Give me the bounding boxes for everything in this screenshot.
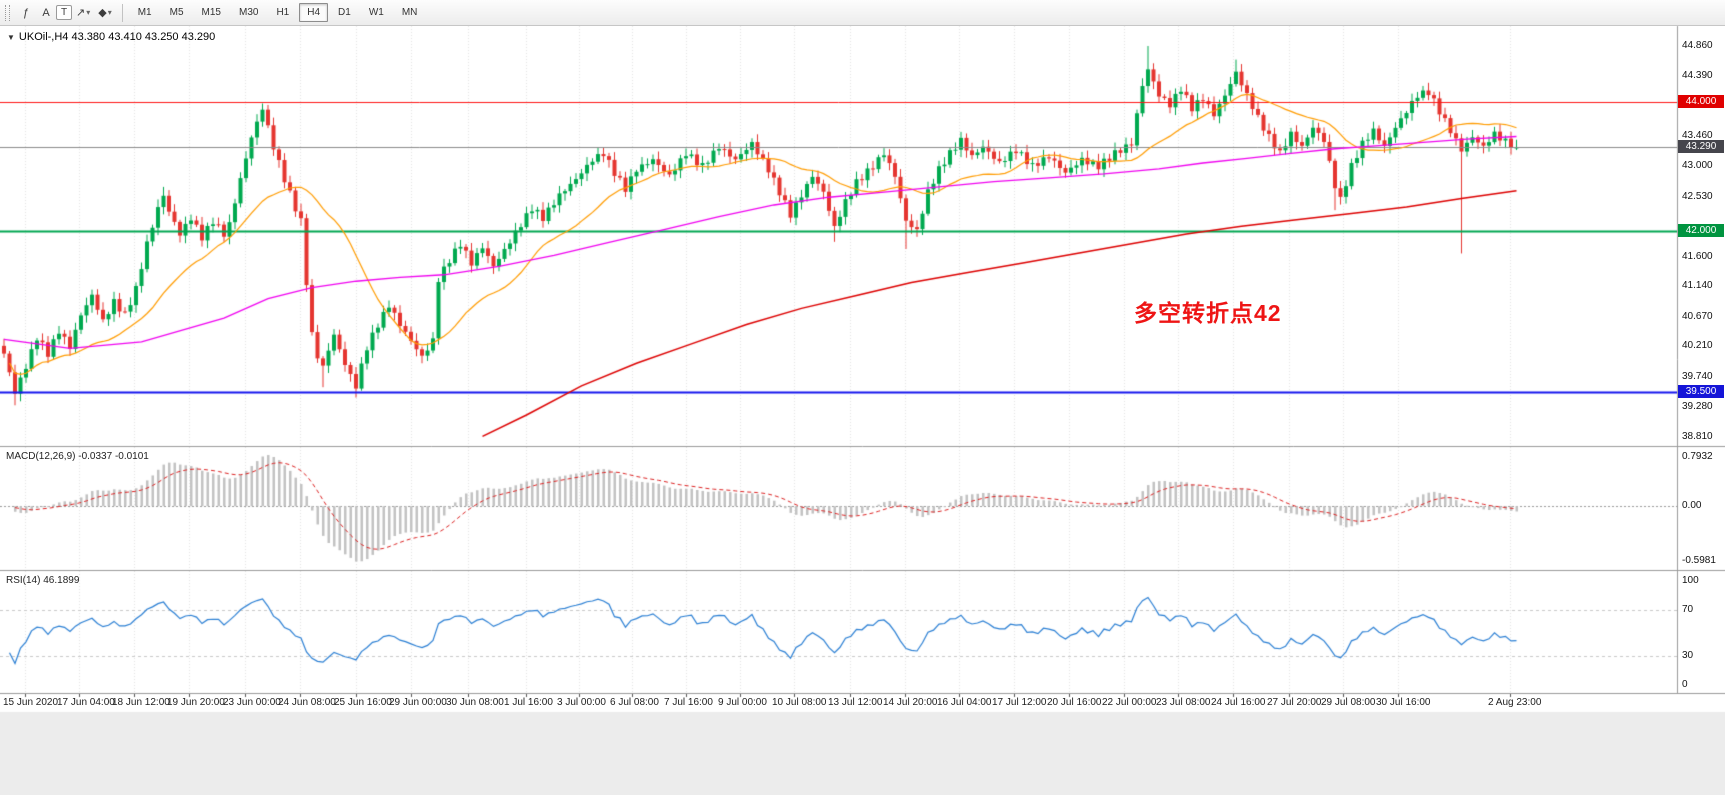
timeframe-button-M15[interactable]: M15 [201,7,221,18]
timeframes-toolbar: M1 M5 M15 M30 H1 H4 D1 W1 MN [129,3,427,22]
timeframe-button-H4[interactable]: H4 [299,3,329,22]
rsi-indicator-title: RSI(14) 46.1899 [6,575,80,586]
annotation-text[interactable]: 多空转折点42 [1134,300,1282,326]
chevron-down-icon: ▾ [107,8,112,17]
line-studies-toolbar: ƒ A T ↗ ▾ ◆ ▾ [16,3,116,23]
toolbar-separator [121,3,123,22]
shapes-tool-button[interactable]: ◆ ▾ [98,7,112,19]
insert-text-button[interactable]: A [42,6,50,19]
macd-indicator-title: MACD(12,26,9) -0.0337 -0.0101 [6,451,149,462]
symbol-period: UKOil-,H4 [18,31,69,43]
timeframe-button-M1[interactable]: M1 [137,7,152,18]
ohlc-quote: 43.380 43.410 43.250 43.290 [71,31,216,43]
chart-title: ▼ UKOil-,H4 43.380 43.410 43.250 43.290 [7,31,215,43]
indicators-button[interactable]: ƒ [22,6,30,19]
timeframe-button-W1[interactable]: W1 [368,7,384,18]
timeframe-button-M5[interactable]: M5 [169,7,184,18]
timeframe-button-M30[interactable]: M30 [238,7,259,18]
timeframe-button-MN[interactable]: MN [401,7,418,18]
timeframe-button-D1[interactable]: D1 [338,7,351,18]
toolbar: ƒ A T ↗ ▾ ◆ ▾ M1 M5 M15 M30 H1 H4 D1 W1 MN [0,0,1725,26]
chevron-down-icon: ▾ [86,8,91,17]
arrows-tool-button[interactable]: ↗ ▾ [76,7,91,19]
chart-menu-icon[interactable]: ▼ [7,33,15,42]
timeframe-button-H1[interactable]: H1 [276,7,290,18]
toolbar-grip[interactable] [5,4,10,21]
text-label-button[interactable]: T [56,5,72,20]
